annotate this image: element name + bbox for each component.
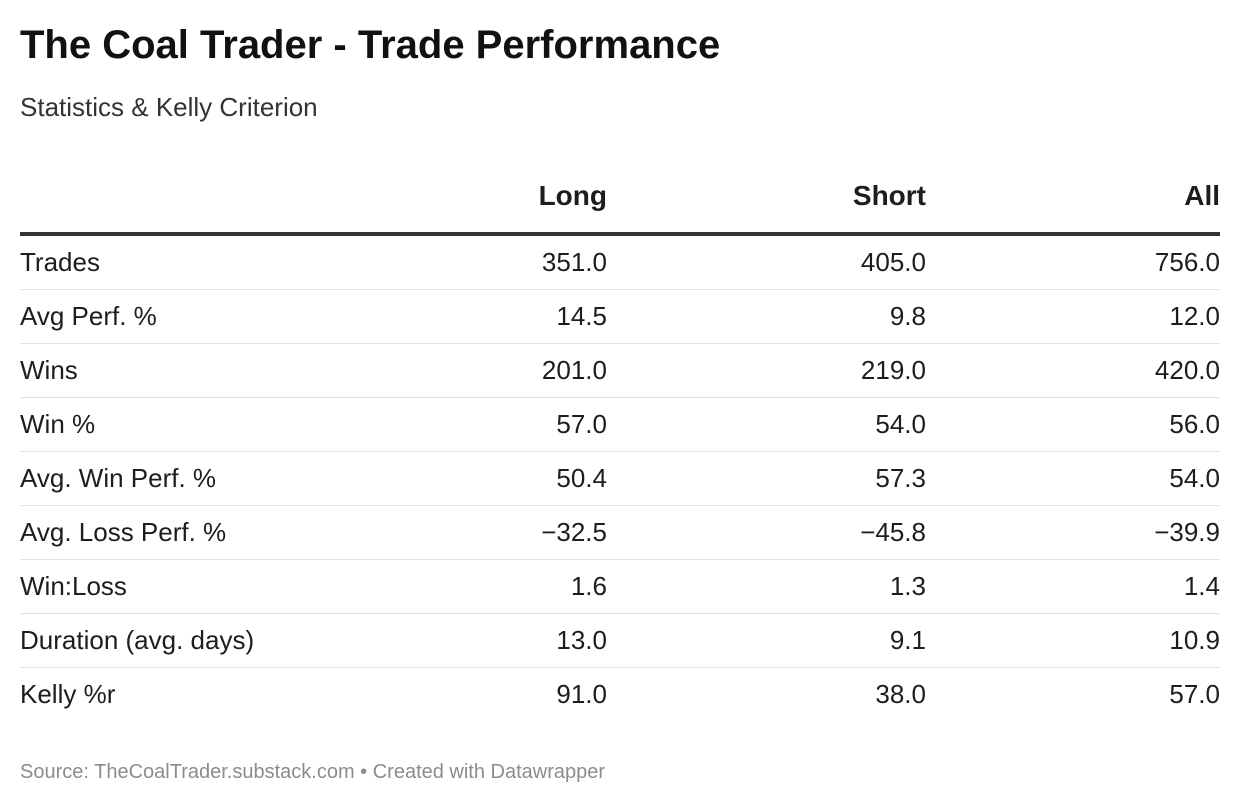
table-row: Win:Loss 1.6 1.3 1.4 xyxy=(20,559,1220,614)
cell-long: 201.0 xyxy=(320,343,607,398)
row-label: Kelly %r xyxy=(20,679,116,709)
source-footer: Source: TheCoalTrader.substack.com • Cre… xyxy=(20,761,606,783)
row-label: Avg. Loss Perf. % xyxy=(20,505,320,560)
row-label: Avg. Win Perf. % xyxy=(20,451,320,506)
cell-long: 13.0 xyxy=(320,613,607,668)
row-label: Avg Perf. % xyxy=(20,289,320,344)
header-short: Short xyxy=(607,160,926,236)
cell-long: 50.4 xyxy=(320,451,607,506)
cell-long: −32.5 xyxy=(320,505,607,560)
row-label: Win:Loss xyxy=(20,559,320,614)
table-row: Avg. Loss Perf. % −32.5 −45.8 −39.9 xyxy=(20,505,1220,560)
table-row: Avg Perf. % 14.5 9.8 12.0 xyxy=(20,289,1220,344)
cell-all: 10.9 xyxy=(926,613,1220,668)
cell-short: 219.0 xyxy=(607,343,926,398)
cell-long: 57.0 xyxy=(320,397,607,452)
cell-long: 351.0 xyxy=(320,234,607,290)
row-label: Wins xyxy=(20,343,320,398)
cell-short: 57.3 xyxy=(607,451,926,506)
header-label-column xyxy=(20,160,320,236)
cell-long: 1.6 xyxy=(320,559,607,614)
table-row: Avg. Win Perf. % 50.4 57.3 54.0 xyxy=(20,451,1220,506)
row-label: Trades xyxy=(20,234,320,290)
cell-short: 405.0 xyxy=(607,234,926,290)
chart-title: The Coal Trader - Trade Performance xyxy=(20,23,721,67)
row-label: Win % xyxy=(20,397,320,452)
cell-short: −45.8 xyxy=(607,505,926,560)
cell-long: 14.5 xyxy=(320,289,607,344)
cell-all: 56.0 xyxy=(926,397,1220,452)
cell-all: 756.0 xyxy=(926,234,1220,290)
performance-table: Long Short All Trades 351.0 405.0 756.0 Avg … xyxy=(20,160,1220,721)
cell-all: 54.0 xyxy=(926,451,1220,506)
cell-long: 91.0 xyxy=(556,679,607,709)
cell-short: 9.8 xyxy=(607,289,926,344)
table-row: Duration (avg. days) 13.0 9.1 10.9 xyxy=(20,613,1220,668)
cell-short: 38.0 xyxy=(875,679,926,709)
header-long: Long xyxy=(320,160,607,236)
cell-all: 57.0 xyxy=(1169,679,1220,709)
cell-all: 420.0 xyxy=(926,343,1220,398)
cell-short: 9.1 xyxy=(607,613,926,668)
header-all: All xyxy=(926,160,1220,236)
table-row: Wins 201.0 219.0 420.0 xyxy=(20,343,1220,398)
table-row: Trades 351.0 405.0 756.0 xyxy=(20,234,1220,290)
table-row: Kelly %r 91.0 38.0 57.0 xyxy=(20,668,1220,722)
chart-subtitle: Statistics & Kelly Criterion xyxy=(20,92,318,122)
cell-short: 1.3 xyxy=(607,559,926,614)
cell-all: 1.4 xyxy=(926,559,1220,614)
table-body: Trades 351.0 405.0 756.0 Avg Perf. % 14.5 9.8 1… xyxy=(20,234,1220,721)
table-row: Win % 57.0 54.0 56.0 xyxy=(20,397,1220,452)
header-row: Long Short All xyxy=(20,160,1220,236)
cell-all: −39.9 xyxy=(926,505,1220,560)
row-label: Duration (avg. days) xyxy=(20,613,320,668)
cell-all: 12.0 xyxy=(926,289,1220,344)
cell-short: 54.0 xyxy=(607,397,926,452)
